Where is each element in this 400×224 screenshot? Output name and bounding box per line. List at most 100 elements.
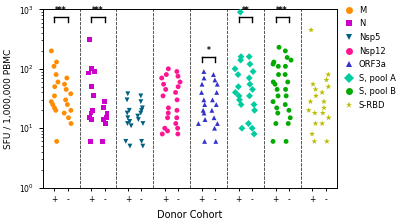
Point [63, 88, 69, 91]
Point [251, 132, 257, 136]
Point [214, 122, 220, 125]
Point [282, 103, 288, 106]
Point [313, 94, 319, 98]
Point [319, 91, 325, 94]
Point [199, 82, 205, 86]
Point [270, 62, 276, 66]
Point [312, 88, 319, 91]
X-axis label: Donor Cohort: Donor Cohort [157, 210, 223, 220]
Point [127, 144, 133, 148]
Point [174, 116, 180, 120]
Point [85, 71, 92, 75]
Text: ***: *** [55, 6, 67, 15]
Point [275, 65, 282, 68]
Text: **: ** [242, 6, 249, 15]
Point [165, 67, 172, 71]
Point [125, 116, 131, 120]
Point [138, 111, 144, 115]
Point [212, 78, 218, 82]
Point [325, 85, 332, 88]
Point [53, 73, 59, 76]
Point [282, 65, 289, 68]
Point [122, 140, 129, 143]
Point [282, 88, 289, 91]
Y-axis label: SFU / 1,000,000 PBMC: SFU / 1,000,000 PBMC [4, 48, 13, 149]
Point [211, 116, 217, 120]
Point [103, 116, 110, 120]
Point [90, 94, 96, 98]
Point [164, 116, 171, 120]
Point [165, 106, 172, 110]
Point [195, 122, 202, 125]
Point [251, 109, 258, 112]
Point [249, 88, 256, 91]
Point [320, 111, 326, 115]
Point [235, 73, 241, 76]
Point [251, 103, 257, 106]
Point [175, 132, 181, 136]
Text: ***: *** [276, 6, 288, 15]
Point [312, 111, 318, 115]
Point [312, 122, 319, 125]
Point [201, 70, 207, 73]
Point [250, 70, 256, 73]
Point [104, 111, 110, 115]
Point [100, 106, 107, 110]
Point [68, 122, 74, 125]
Point [323, 78, 330, 82]
Point [88, 118, 94, 121]
Point [51, 94, 58, 98]
Point [54, 140, 60, 143]
Point [209, 98, 216, 102]
Point [86, 116, 92, 120]
Point [51, 106, 58, 110]
Point [62, 98, 69, 102]
Point [61, 111, 68, 115]
Point [126, 120, 133, 123]
Point [158, 76, 165, 80]
Point [124, 111, 130, 115]
Point [91, 70, 98, 73]
Point [138, 100, 144, 103]
Point [273, 122, 279, 125]
Point [275, 73, 282, 76]
Point [138, 94, 144, 98]
Point [139, 106, 146, 110]
Point [87, 140, 94, 143]
Point [246, 94, 253, 98]
Point [88, 111, 94, 115]
Point [209, 109, 215, 112]
Point [276, 45, 282, 49]
Point [134, 114, 141, 118]
Point [236, 94, 242, 98]
Point [283, 94, 289, 98]
Point [245, 122, 252, 125]
Point [272, 82, 278, 86]
Point [271, 60, 277, 64]
Point [55, 80, 61, 84]
Point [201, 111, 207, 115]
Point [124, 122, 131, 125]
Point [101, 100, 108, 103]
Point [164, 129, 171, 133]
Point [236, 98, 243, 102]
Point [65, 116, 72, 120]
Point [172, 91, 179, 94]
Point [64, 76, 70, 80]
Point [102, 122, 108, 125]
Point [308, 28, 314, 32]
Point [321, 100, 327, 103]
Point [52, 85, 58, 88]
Point [68, 92, 74, 96]
Point [311, 140, 318, 143]
Point [210, 73, 217, 76]
Point [282, 49, 288, 53]
Point [214, 82, 220, 86]
Point [201, 140, 208, 143]
Point [88, 85, 95, 88]
Point [177, 80, 183, 84]
Point [138, 140, 145, 143]
Point [128, 124, 134, 127]
Point [232, 67, 238, 71]
Point [309, 132, 315, 136]
